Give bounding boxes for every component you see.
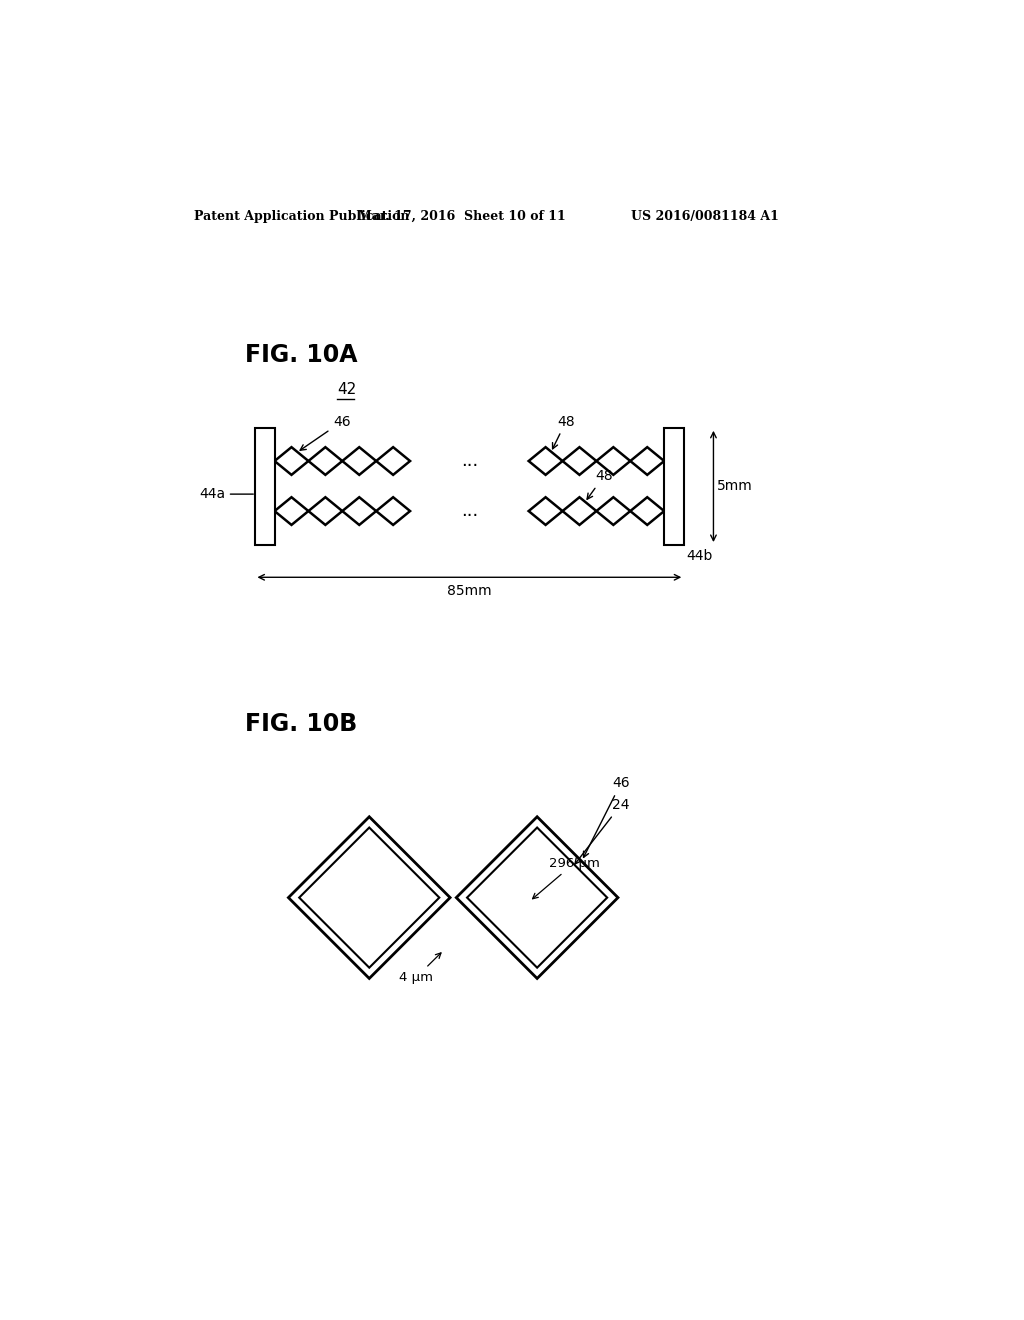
Text: 42: 42 bbox=[337, 381, 356, 397]
Polygon shape bbox=[467, 828, 607, 968]
Text: 48: 48 bbox=[553, 414, 574, 449]
Polygon shape bbox=[631, 447, 665, 475]
Text: Patent Application Publication: Patent Application Publication bbox=[194, 210, 410, 223]
Text: FIG. 10A: FIG. 10A bbox=[245, 343, 357, 367]
Text: ...: ... bbox=[461, 451, 478, 470]
Text: Mar. 17, 2016  Sheet 10 of 11: Mar. 17, 2016 Sheet 10 of 11 bbox=[357, 210, 565, 223]
Text: 24: 24 bbox=[575, 799, 630, 865]
Polygon shape bbox=[376, 447, 410, 475]
Polygon shape bbox=[596, 498, 631, 525]
Polygon shape bbox=[457, 817, 617, 978]
Polygon shape bbox=[289, 817, 451, 978]
Text: 5mm: 5mm bbox=[717, 479, 753, 494]
Text: 46: 46 bbox=[300, 414, 350, 450]
Text: 4 μm: 4 μm bbox=[399, 953, 441, 983]
Polygon shape bbox=[274, 498, 308, 525]
Polygon shape bbox=[596, 447, 631, 475]
Polygon shape bbox=[562, 498, 596, 525]
Polygon shape bbox=[342, 498, 376, 525]
Polygon shape bbox=[631, 498, 665, 525]
Polygon shape bbox=[299, 828, 439, 968]
Polygon shape bbox=[308, 498, 342, 525]
Polygon shape bbox=[308, 447, 342, 475]
Text: US 2016/0081184 A1: US 2016/0081184 A1 bbox=[631, 210, 779, 223]
Text: ...: ... bbox=[461, 502, 478, 520]
Text: 44b: 44b bbox=[686, 549, 713, 562]
Text: 48: 48 bbox=[587, 470, 612, 499]
Text: FIG. 10B: FIG. 10B bbox=[245, 713, 356, 737]
Text: 46: 46 bbox=[584, 776, 630, 858]
Bar bbox=[255, 428, 274, 545]
Text: 296 μm: 296 μm bbox=[532, 857, 599, 899]
Text: 44a: 44a bbox=[199, 487, 225, 502]
Polygon shape bbox=[342, 447, 376, 475]
Polygon shape bbox=[376, 498, 410, 525]
Bar bbox=[665, 428, 684, 545]
Text: 85mm: 85mm bbox=[447, 585, 492, 598]
Polygon shape bbox=[528, 498, 562, 525]
Polygon shape bbox=[274, 447, 308, 475]
Polygon shape bbox=[528, 447, 562, 475]
Polygon shape bbox=[562, 447, 596, 475]
